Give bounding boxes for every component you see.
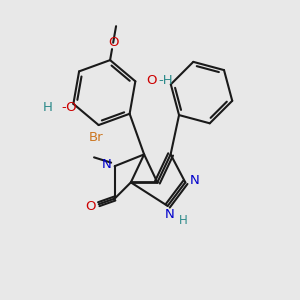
Text: -H: -H <box>159 74 173 87</box>
Text: N: N <box>164 208 174 221</box>
Text: O: O <box>85 200 96 213</box>
Text: O: O <box>108 36 119 49</box>
Text: H: H <box>43 101 53 114</box>
Text: -O: -O <box>61 101 76 114</box>
Text: O: O <box>147 74 157 87</box>
Text: N: N <box>101 158 111 171</box>
Text: H: H <box>178 214 188 226</box>
Text: N: N <box>189 174 199 188</box>
Text: Br: Br <box>89 131 104 144</box>
